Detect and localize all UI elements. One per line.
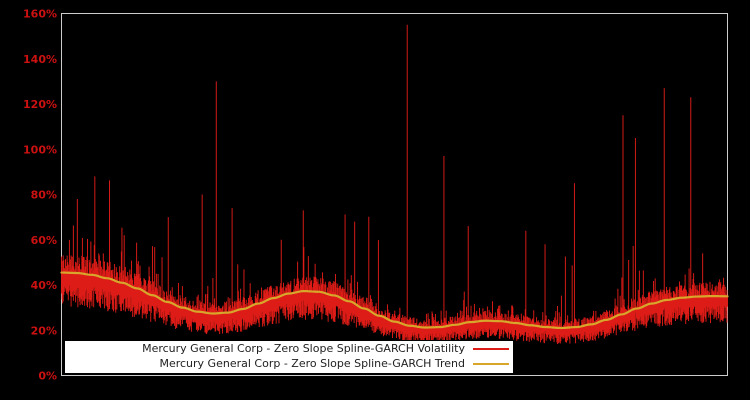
y-tick-label: 0% xyxy=(38,370,57,383)
legend-label-volatility: Mercury General Corp - Zero Slope Spline… xyxy=(142,342,465,355)
y-tick-label: 40% xyxy=(31,279,57,292)
legend-entry-trend: Mercury General Corp - Zero Slope Spline… xyxy=(65,356,513,371)
plot-area xyxy=(60,13,729,376)
chart-legend: Mercury General Corp - Zero Slope Spline… xyxy=(64,340,514,374)
legend-swatch-trend xyxy=(473,362,509,365)
legend-swatch-volatility xyxy=(473,347,509,350)
plot-frame xyxy=(61,13,728,376)
y-tick-label: 120% xyxy=(23,98,57,111)
y-tick-label: 80% xyxy=(31,189,57,202)
y-tick-label: 160% xyxy=(23,8,57,21)
y-axis-tick-labels: 0% 20% 40% 60% 80% 100% 120% 140% 160% xyxy=(23,8,57,383)
legend-entry-volatility: Mercury General Corp - Zero Slope Spline… xyxy=(65,341,513,356)
legend-label-trend: Mercury General Corp - Zero Slope Spline… xyxy=(159,357,465,370)
y-tick-label: 100% xyxy=(23,143,57,156)
y-tick-label: 20% xyxy=(31,324,57,337)
y-tick-label: 140% xyxy=(23,53,57,66)
y-tick-label: 60% xyxy=(31,234,57,247)
series-trend xyxy=(60,271,729,330)
